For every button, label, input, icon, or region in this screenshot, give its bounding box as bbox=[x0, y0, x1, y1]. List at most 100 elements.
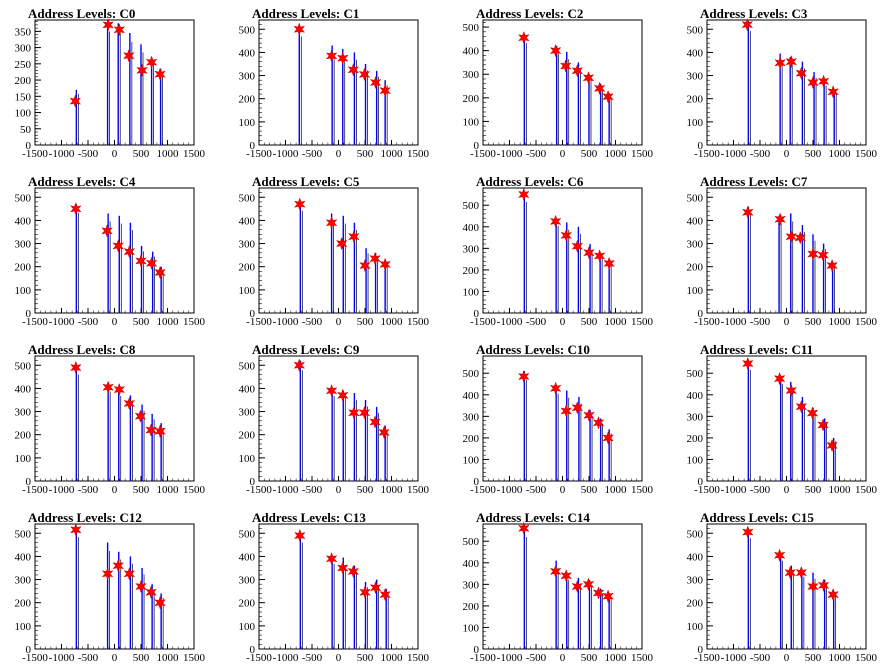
x-tick-label: 1000 bbox=[605, 148, 628, 160]
plot-frame bbox=[34, 355, 195, 482]
x-tick-label: 1000 bbox=[829, 484, 852, 496]
plot-frame bbox=[706, 355, 867, 482]
x-tick-label: 0 bbox=[560, 484, 566, 496]
x-tick-label: -1500 bbox=[470, 148, 496, 160]
y-tick-label: 100 bbox=[687, 117, 704, 129]
chart-panel-3: 0 100 200 300 400 500 -1500 -1000 -500 0 500 1000 15… bbox=[672, 0, 896, 168]
chart-svg: 0 100 200 300 400 500 -1500 -1000 -500 0 500 1000 15… bbox=[687, 355, 878, 496]
peak-marker bbox=[145, 585, 157, 600]
chart-title: Address Levels: C11 bbox=[700, 342, 814, 357]
x-tick-label: 1000 bbox=[157, 148, 180, 160]
y-tick-label: 500 bbox=[239, 528, 256, 540]
peak-marker bbox=[827, 84, 840, 99]
chart-panel-15: 0 100 200 300 400 500 -1500 -1000 -500 0 500 1000 15… bbox=[672, 504, 896, 672]
peak-marker bbox=[293, 22, 306, 37]
chart-title: Address Levels: C7 bbox=[700, 174, 808, 189]
x-tick-label: -1000 bbox=[49, 652, 75, 664]
y-tick-label: 50 bbox=[20, 124, 32, 136]
peak-marker bbox=[154, 424, 166, 438]
peak-marker bbox=[602, 589, 614, 603]
y-tick-label: 400 bbox=[463, 558, 480, 570]
y-tick-label: 0 bbox=[698, 140, 704, 152]
x-tick-label: -1000 bbox=[721, 484, 747, 496]
chart-title: Address Levels: C9 bbox=[252, 342, 360, 357]
x-tick-label: -500 bbox=[750, 148, 771, 160]
peak-marker bbox=[112, 239, 125, 253]
y-tick-label: 100 bbox=[687, 285, 704, 297]
chart-panel-8: 0 100 200 300 400 500 -1500 -1000 -500 0 500 1000 15… bbox=[0, 336, 224, 504]
y-tick-label: 0 bbox=[698, 308, 704, 320]
chart-panel-12: 0 100 200 300 400 500 -1500 -1000 -500 0 500 1000 15… bbox=[0, 504, 224, 672]
y-tick-label: 0 bbox=[26, 476, 32, 488]
peak-marker bbox=[559, 59, 572, 73]
peak-marker bbox=[325, 551, 338, 566]
x-tick-label: 1000 bbox=[829, 316, 852, 328]
chart-svg: 0 100 200 300 400 500 -1500 -1000 -500 0 500 1000 15… bbox=[463, 19, 654, 160]
peak-marker bbox=[773, 371, 786, 386]
peak-marker bbox=[369, 251, 381, 266]
peak-marker bbox=[369, 580, 382, 595]
x-tick-label: -500 bbox=[750, 316, 771, 328]
plot-frame bbox=[34, 523, 195, 650]
y-tick-label: 100 bbox=[463, 286, 480, 298]
x-tick-label: 500 bbox=[805, 652, 822, 664]
y-tick-label: 200 bbox=[463, 601, 480, 613]
y-tick-label: 0 bbox=[250, 476, 256, 488]
peak-marker bbox=[347, 63, 360, 77]
y-tick-label: 400 bbox=[687, 47, 704, 59]
peak-marker bbox=[359, 258, 371, 273]
chart-panel-14: 0 100 200 300 400 500 -1500 -1000 -500 0 500 1000 15… bbox=[448, 504, 672, 672]
y-tick-label: 200 bbox=[239, 262, 256, 274]
x-tick-label: 1000 bbox=[381, 652, 404, 664]
chart-svg: 0 100 200 300 400 500 -1500 -1000 -500 0 500 1000 15… bbox=[239, 523, 430, 664]
x-tick-label: -1500 bbox=[246, 148, 272, 160]
y-tick-label: 400 bbox=[239, 383, 256, 395]
peak-marker bbox=[817, 248, 829, 262]
chart-panel-13: 0 100 200 300 400 500 -1500 -1000 -500 0 500 1000 15… bbox=[224, 504, 448, 672]
peak-marker bbox=[806, 406, 819, 420]
y-tick-label: 500 bbox=[463, 22, 480, 34]
y-tick-label: 500 bbox=[239, 192, 256, 204]
x-tick-label: -1500 bbox=[694, 652, 720, 664]
peak-marker bbox=[102, 380, 115, 395]
peak-marker bbox=[112, 558, 125, 573]
x-tick-label: 500 bbox=[357, 652, 374, 664]
peak-marker bbox=[827, 587, 840, 602]
peak-marker bbox=[101, 224, 113, 238]
x-tick-label: 1500 bbox=[855, 316, 878, 328]
y-tick-label: 200 bbox=[687, 262, 704, 274]
peak-marker bbox=[741, 17, 754, 32]
y-tick-label: 100 bbox=[15, 108, 32, 120]
x-tick-label: 500 bbox=[805, 148, 822, 160]
peak-marker bbox=[560, 568, 573, 583]
chart-svg: 0 100 200 300 400 500 -1500 -1000 -500 0 500 1000 15… bbox=[687, 523, 878, 664]
x-tick-label: 1500 bbox=[407, 316, 430, 328]
y-tick-label: 0 bbox=[26, 308, 32, 320]
x-tick-label: 500 bbox=[133, 316, 150, 328]
chart-title: Address Levels: C14 bbox=[476, 510, 590, 525]
y-tick-label: 500 bbox=[463, 368, 480, 380]
peak-marker bbox=[359, 585, 371, 600]
chart-title: Address Levels: C6 bbox=[476, 174, 584, 189]
y-tick-label: 300 bbox=[463, 579, 480, 591]
y-tick-label: 100 bbox=[239, 453, 256, 465]
peak-marker bbox=[517, 369, 530, 384]
y-tick-label: 300 bbox=[15, 239, 32, 251]
x-tick-label: -1000 bbox=[721, 148, 747, 160]
y-tick-label: 0 bbox=[250, 308, 256, 320]
y-tick-label: 200 bbox=[239, 94, 256, 106]
y-tick-label: 0 bbox=[26, 140, 32, 152]
y-tick-label: 300 bbox=[463, 243, 480, 255]
x-tick-label: -1500 bbox=[470, 484, 496, 496]
x-tick-label: 1500 bbox=[407, 652, 430, 664]
y-tick-label: 0 bbox=[474, 476, 480, 488]
x-tick-label: 1000 bbox=[381, 148, 404, 160]
x-tick-label: -500 bbox=[526, 316, 547, 328]
x-tick-label: -1000 bbox=[273, 652, 299, 664]
peak-marker bbox=[69, 202, 82, 216]
peak-marker bbox=[571, 239, 584, 253]
y-tick-label: 400 bbox=[463, 390, 480, 402]
x-tick-label: 500 bbox=[581, 316, 598, 328]
x-tick-label: -1500 bbox=[246, 484, 272, 496]
